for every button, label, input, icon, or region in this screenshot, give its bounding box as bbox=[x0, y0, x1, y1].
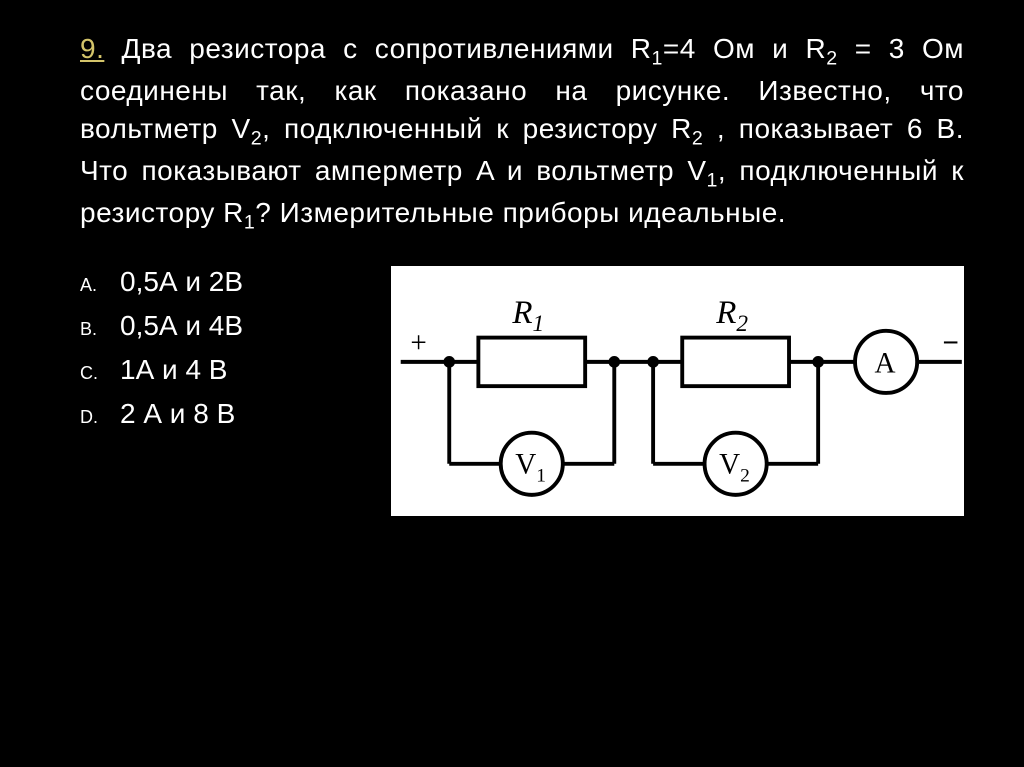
circuit-diagram: + R1 R2 A bbox=[391, 266, 964, 516]
minus-sign: − bbox=[943, 327, 960, 359]
r1-label: R1 bbox=[512, 295, 545, 337]
problem-statement: 9. Два резистора с сопротивлениями R1=4 … bbox=[80, 30, 964, 236]
option-text: 0,5А и 4В bbox=[120, 310, 243, 342]
resistor-r2 bbox=[682, 338, 789, 387]
option-letter: B. bbox=[80, 319, 120, 340]
option-text: 2 А и 8 В bbox=[120, 398, 235, 430]
option-text: 0,5А и 2В bbox=[120, 266, 243, 298]
ammeter-label: A bbox=[875, 347, 896, 379]
option-row: D.2 А и 8 В bbox=[80, 398, 371, 430]
option-row: A.0,5А и 2В bbox=[80, 266, 371, 298]
option-letter: A. bbox=[80, 275, 120, 296]
problem-body: Два резистора с сопротивлениями R1=4 Ом … bbox=[80, 33, 964, 228]
plus-sign: + bbox=[411, 327, 427, 359]
option-row: C.1А и 4 В bbox=[80, 354, 371, 386]
option-row: B.0,5А и 4В bbox=[80, 310, 371, 342]
option-text: 1А и 4 В bbox=[120, 354, 227, 386]
problem-number: 9. bbox=[80, 33, 104, 64]
answer-options: A.0,5А и 2ВB.0,5А и 4ВC.1А и 4 ВD.2 А и … bbox=[80, 266, 371, 442]
option-letter: D. bbox=[80, 407, 120, 428]
option-letter: C. bbox=[80, 363, 120, 384]
resistor-r1 bbox=[479, 338, 586, 387]
r2-label: R2 bbox=[715, 295, 748, 337]
